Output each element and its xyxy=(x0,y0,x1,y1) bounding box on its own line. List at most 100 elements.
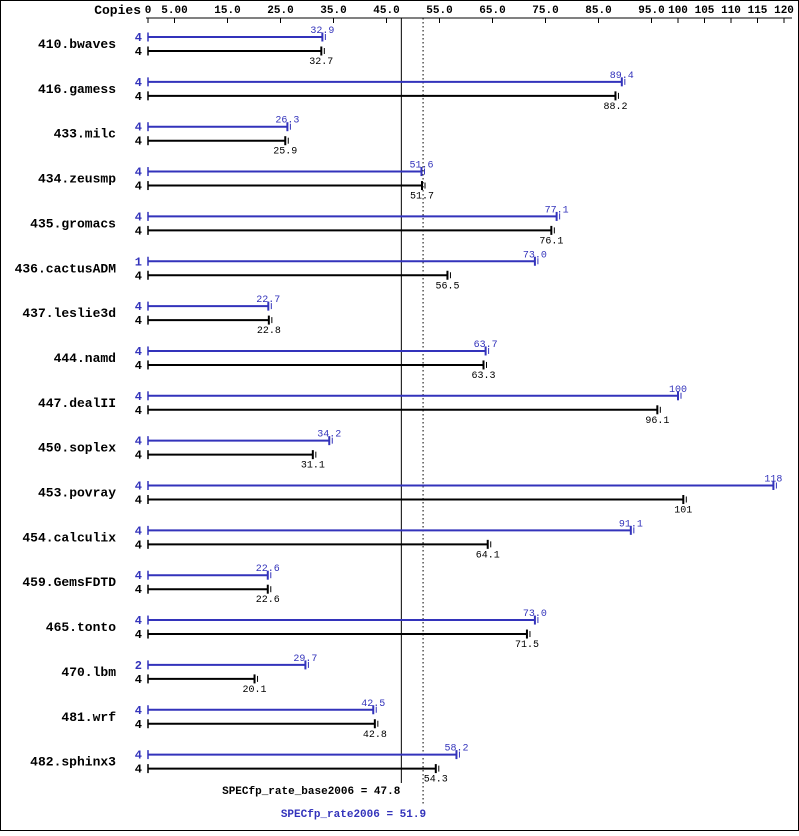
peak-value-label: 63.7 xyxy=(474,340,498,351)
peak-value-label: 89.4 xyxy=(610,71,634,82)
base-value-label: 32.7 xyxy=(309,57,333,68)
x-axis-tick-label: 115 xyxy=(748,5,768,17)
base-value-label: 25.9 xyxy=(273,147,297,158)
x-axis-tick-label: 105 xyxy=(695,5,715,17)
base-copies-value: 4 xyxy=(135,718,142,732)
peak-value-label: 42.5 xyxy=(361,699,385,710)
peak-copies-value: 4 xyxy=(135,524,142,538)
base-copies-value: 4 xyxy=(135,628,142,642)
benchmark-label: 482.sphinx3 xyxy=(30,755,116,770)
base-value-label: 22.8 xyxy=(257,326,281,337)
peak-copies-value: 4 xyxy=(135,121,142,135)
peak-summary-label: SPECfp_rate2006 = 51.9 xyxy=(281,809,426,821)
x-axis-tick-label: 55.0 xyxy=(426,5,452,17)
base-value-label: 54.3 xyxy=(424,775,448,786)
chart-generated-content: 0 5.00 15.0 25.0 35.0 45.0 55.0 65.0 75.0 85.0 95.… xyxy=(15,5,794,806)
peak-value-label: 73.0 xyxy=(523,250,547,261)
x-axis-tick-label: 5.00 xyxy=(161,5,187,17)
peak-copies-value: 4 xyxy=(135,76,142,90)
peak-copies-value: 4 xyxy=(135,749,142,763)
base-copies-value: 4 xyxy=(135,314,142,328)
x-axis-tick-label: 65.0 xyxy=(479,5,505,17)
base-value-label: 101 xyxy=(674,506,692,517)
peak-copies-value: 4 xyxy=(135,704,142,718)
peak-value-label: 22.7 xyxy=(256,295,280,306)
x-axis-tick-label: 85.0 xyxy=(585,5,611,17)
x-axis-tick-label: 25.0 xyxy=(267,5,293,17)
base-copies-value: 4 xyxy=(135,494,142,508)
benchmark-label: 416.gamess xyxy=(38,82,116,97)
base-copies-value: 4 xyxy=(135,45,142,59)
base-copies-value: 4 xyxy=(135,673,142,687)
benchmark-label: 437.leslie3d xyxy=(22,306,116,321)
benchmark-label: 481.wrf xyxy=(61,710,116,725)
base-copies-value: 4 xyxy=(135,538,142,552)
base-value-label: 22.6 xyxy=(256,595,280,606)
base-value-label: 20.1 xyxy=(243,685,267,696)
peak-value-label: 29.7 xyxy=(293,654,317,665)
base-copies-value: 4 xyxy=(135,180,142,194)
peak-value-label: 118 xyxy=(764,475,782,486)
base-value-label: 64.1 xyxy=(476,550,500,561)
peak-copies-value: 4 xyxy=(135,345,142,359)
x-axis-tick-label: 15.0 xyxy=(214,5,240,17)
benchmark-label: 444.namd xyxy=(54,351,116,366)
base-copies-value: 4 xyxy=(135,269,142,283)
benchmark-label: 459.GemsFDTD xyxy=(22,575,116,590)
benchmark-label: 465.tonto xyxy=(46,620,116,635)
peak-value-label: 26.3 xyxy=(275,116,299,127)
x-axis-tick-label: 0 xyxy=(145,5,152,17)
peak-value-label: 58.2 xyxy=(444,744,468,755)
base-value-label: 96.1 xyxy=(645,416,669,427)
peak-value-label: 32.9 xyxy=(310,26,334,37)
x-axis-tick-label: 110 xyxy=(721,5,741,17)
copies-header: Copies xyxy=(94,3,141,18)
peak-copies-value: 4 xyxy=(135,614,142,628)
peak-copies-value: 4 xyxy=(135,31,142,45)
peak-copies-value: 4 xyxy=(135,210,142,224)
benchmark-label: 434.zeusmp xyxy=(38,172,116,187)
peak-copies-value: 4 xyxy=(135,569,142,583)
x-axis-tick-label: 45.0 xyxy=(373,5,399,17)
benchmark-label: 436.cactusADM xyxy=(15,261,117,276)
peak-copies-value: 4 xyxy=(135,480,142,494)
base-value-label: 76.1 xyxy=(539,236,563,247)
benchmark-label: 450.soplex xyxy=(38,441,116,456)
x-axis-tick-label: 120 xyxy=(774,5,794,17)
base-value-label: 71.5 xyxy=(515,640,539,651)
peak-value-label: 51.6 xyxy=(409,161,433,172)
benchmark-label: 447.dealII xyxy=(38,396,116,411)
benchmark-label: 454.calculix xyxy=(22,530,116,545)
peak-copies-value: 4 xyxy=(135,300,142,314)
base-copies-value: 4 xyxy=(135,763,142,777)
base-value-label: 42.8 xyxy=(363,730,387,741)
base-copies-value: 4 xyxy=(135,449,142,463)
benchmark-label: 470.lbm xyxy=(61,665,116,680)
base-copies-value: 4 xyxy=(135,359,142,373)
peak-value-label: 100 xyxy=(669,385,687,396)
base-copies-value: 4 xyxy=(135,135,142,149)
peak-copies-value: 2 xyxy=(135,659,142,673)
peak-value-label: 77.1 xyxy=(545,205,569,216)
benchmark-label: 410.bwaves xyxy=(38,37,116,52)
base-copies-value: 4 xyxy=(135,224,142,238)
peak-value-label: 91.1 xyxy=(619,519,643,530)
base-copies-value: 4 xyxy=(135,404,142,418)
base-value-label: 51.7 xyxy=(410,192,434,203)
peak-copies-value: 4 xyxy=(135,166,142,180)
benchmark-label: 453.povray xyxy=(38,486,116,501)
base-value-label: 63.3 xyxy=(471,371,495,382)
base-copies-value: 4 xyxy=(135,90,142,104)
benchmark-label: 433.milc xyxy=(54,127,117,142)
x-axis-tick-label: 35.0 xyxy=(320,5,346,17)
peak-copies-value: 4 xyxy=(135,435,142,449)
peak-copies-value: 1 xyxy=(135,255,142,269)
x-axis-tick-label: 95.0 xyxy=(638,5,664,17)
base-value-label: 56.5 xyxy=(435,281,459,292)
peak-value-label: 73.0 xyxy=(523,609,547,620)
base-copies-value: 4 xyxy=(135,583,142,597)
peak-value-label: 34.2 xyxy=(317,430,341,441)
